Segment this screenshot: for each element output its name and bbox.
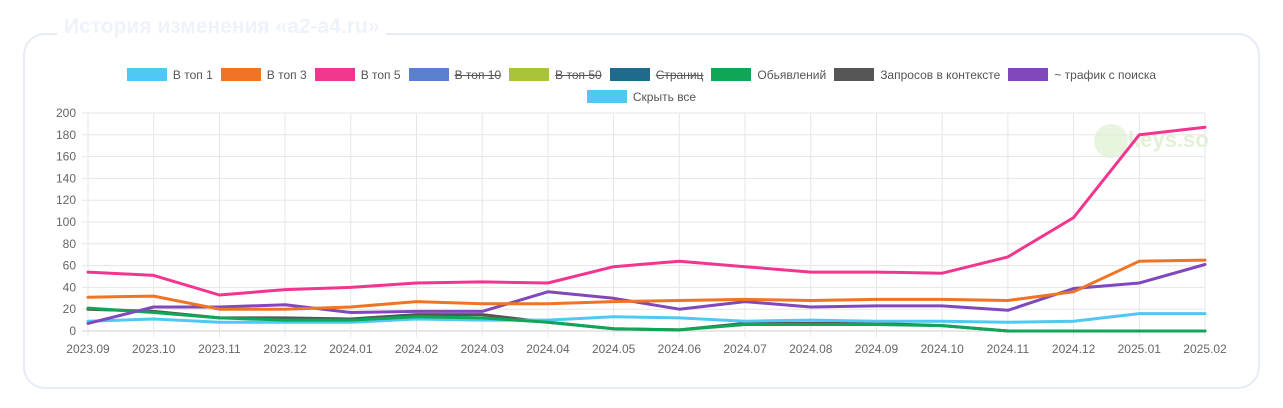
legend-item[interactable]: В топ 10 (408, 64, 502, 86)
legend-swatch (126, 68, 167, 81)
x-tick-label: 2024.11 (987, 342, 1030, 356)
x-tick-label: 2023.10 (132, 342, 176, 356)
legend-label: Запросов в контексте (880, 68, 1001, 82)
legend-label: В топ 3 (266, 68, 307, 82)
y-tick-label: 100 (56, 215, 76, 229)
legend-swatch (314, 68, 355, 81)
legend-swatch (408, 68, 449, 81)
legend-swatch (220, 68, 261, 81)
legend-swatch (509, 68, 550, 81)
legend-label: Страниц (655, 68, 704, 82)
legend-item[interactable]: ~ трафик с поиска (1008, 64, 1156, 86)
legend-item[interactable]: В топ 3 (220, 64, 307, 86)
legend-item[interactable]: В топ 1 (126, 64, 213, 86)
y-tick-label: 140 (56, 171, 76, 185)
legend-label: В топ 10 (454, 68, 502, 82)
legend-item[interactable]: В топ 5 (314, 64, 401, 86)
keys-logo-icon (1094, 124, 1128, 158)
legend-label: Скрыть все (632, 90, 697, 104)
x-tick-label: 2024.09 (855, 342, 899, 356)
x-tick-label: 2023.09 (66, 342, 110, 356)
legend-item[interactable]: Скрыть все (586, 86, 697, 108)
chart-legend: В топ 1 В топ 3 В топ 5 В топ 10 В топ 50 Стр… (60, 64, 1223, 108)
y-tick-label: 40 (63, 280, 77, 294)
x-tick-label: 2024.10 (920, 342, 964, 356)
legend-item[interactable]: Запросов в контексте (834, 64, 1000, 86)
x-tick-label: 2024.02 (395, 342, 439, 356)
y-tick-label: 60 (63, 259, 77, 273)
x-tick-label: 2024.08 (789, 342, 833, 356)
y-tick-label: 80 (63, 237, 77, 251)
legend-swatch (1008, 68, 1049, 81)
x-tick-label: 2023.11 (198, 342, 241, 356)
legend-label: В топ 5 (360, 68, 401, 82)
x-tick-label: 2024.06 (658, 342, 702, 356)
y-tick-label: 200 (56, 106, 76, 120)
x-tick-label: 2024.04 (526, 342, 570, 356)
series-line (86, 125, 1207, 297)
y-tick-label: 120 (56, 193, 76, 207)
legend-label: ~ трафик с поиска (1054, 68, 1157, 82)
x-tick-label: 2024.12 (1052, 342, 1096, 356)
series-line (86, 263, 1207, 325)
y-tick-label: 160 (56, 150, 76, 164)
y-tick-label: 180 (56, 128, 76, 142)
legend-item[interactable]: Страниц (609, 64, 704, 86)
series-line (86, 258, 1207, 311)
x-tick-label: 2025.01 (1118, 342, 1162, 356)
legend-swatch (711, 68, 752, 81)
legend-label: В топ 50 (555, 68, 602, 82)
legend-label: В топ 1 (172, 68, 213, 82)
legend-swatch (609, 68, 650, 81)
y-tick-label: 0 (69, 324, 76, 338)
x-tick-label: 2023.12 (263, 342, 307, 356)
y-tick-label: 20 (63, 302, 77, 316)
series-line (86, 312, 1207, 324)
x-tick-label: 2024.03 (461, 342, 505, 356)
x-tick-label: 2024.07 (723, 342, 767, 356)
x-tick-label: 2025.02 (1183, 342, 1227, 356)
legend-label: Обьявлений (757, 68, 827, 82)
series-line (86, 306, 1207, 333)
x-tick-label: 2024.01 (329, 342, 373, 356)
card-title: История изменения «a2-a4.ru» (57, 15, 387, 39)
x-tick-label: 2024.05 (592, 342, 636, 356)
legend-item[interactable]: Обьявлений (711, 64, 826, 86)
legend-item[interactable]: В топ 50 (509, 64, 602, 86)
legend-swatch (834, 68, 875, 81)
legend-swatch (586, 90, 627, 103)
